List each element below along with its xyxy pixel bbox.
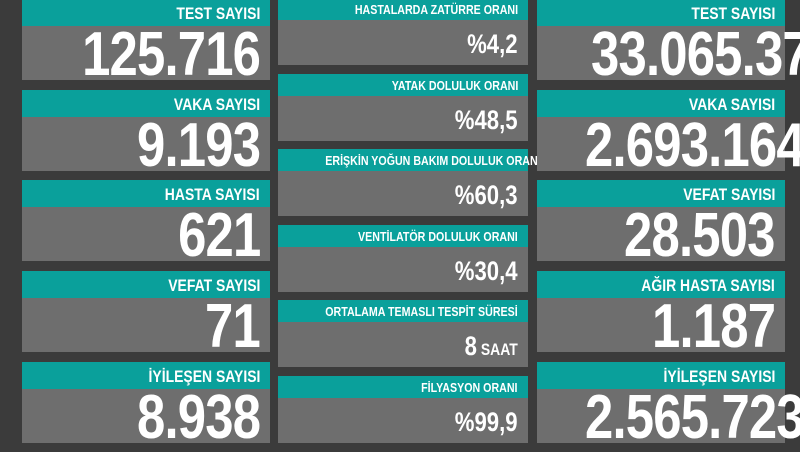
stat-value-box: %48,5 xyxy=(278,95,528,141)
stat-value-wrap: 8 SAAT xyxy=(465,322,518,374)
stat-value-wrap: 71 xyxy=(205,296,261,358)
stat-label-bar: TEST SAYISI xyxy=(537,0,785,26)
stat-value: %99,9 xyxy=(455,406,518,437)
stat-value-box: 33.065.377 xyxy=(537,24,800,86)
stat-value-wrap: 1.187 xyxy=(652,296,776,358)
stat-value-box: 8.938 xyxy=(22,386,270,448)
stat-value-box: %60,3 xyxy=(278,171,528,216)
stat-value-box: 125.716 xyxy=(22,24,270,86)
stat-value-wrap: %48,5 xyxy=(455,96,518,148)
stat-label: VENTİLATÖR DOLULUK ORANI xyxy=(358,228,518,244)
stat-value-box: 2.565.723 xyxy=(537,386,800,448)
stat-value: 71 xyxy=(205,292,261,362)
stat-label: AĞIR HASTA SAYISI xyxy=(641,276,775,296)
stat-label-bar: AĞIR HASTA SAYISI xyxy=(537,271,785,299)
stat-value-box: 621 xyxy=(22,205,270,267)
stat-value: 1.187 xyxy=(651,292,776,362)
rates-card: HASTALARDA ZATÜRRE ORANI %4,2 xyxy=(278,0,528,65)
stat-label-bar: İYİLEŞEN SAYISI xyxy=(22,361,270,389)
rates-card: ORTALAMA TEMASLI TESPİT SÜRESİ 8 SAAT xyxy=(278,300,528,367)
total-card: VAKA SAYISI 2.693.164 xyxy=(537,89,800,176)
stat-label: VEFAT SAYISI xyxy=(167,276,260,296)
stat-value-box: 1.187 xyxy=(537,296,785,358)
stat-label: ORTALAMA TEMASLI TESPİT SÜRESİ xyxy=(325,304,518,319)
stat-value-wrap: 125.716 xyxy=(82,24,261,86)
stat-label-bar: YATAK DOLULUK ORANI xyxy=(278,73,528,96)
stat-unit: SAAT xyxy=(477,340,518,359)
total-card: TEST SAYISI 33.065.377 xyxy=(537,0,800,86)
stat-label: HASTALARDA ZATÜRRE ORANI xyxy=(354,2,518,17)
stat-value-wrap: 9.193 xyxy=(137,114,261,176)
stat-label: İYİLEŞEN SAYISI xyxy=(663,366,775,386)
stat-value-wrap: 33.065.377 xyxy=(591,24,800,86)
stat-value-wrap: 621 xyxy=(178,205,261,267)
stat-value-box: 9.193 xyxy=(22,114,270,176)
stat-value-box: %30,4 xyxy=(278,246,528,292)
stat-value-wrap: %30,4 xyxy=(455,247,518,299)
stat-label-bar: VEFAT SAYISI xyxy=(537,180,785,208)
daily-card: VEFAT SAYISI 71 xyxy=(22,271,270,358)
stat-value: 125.716 xyxy=(81,20,261,89)
stat-value: %48,5 xyxy=(455,104,518,135)
stat-value: 8.938 xyxy=(136,382,261,452)
stat-value: %60,3 xyxy=(455,180,518,210)
stat-label-bar: TEST SAYISI xyxy=(22,0,270,26)
rates-card: ERİŞKİN YOĞUN BAKIM DOLULUK ORANI %60,3 xyxy=(278,149,541,216)
stat-label: VAKA SAYISI xyxy=(688,94,775,114)
stat-value-wrap: %60,3 xyxy=(455,171,518,223)
total-card: AĞIR HASTA SAYISI 1.187 xyxy=(537,271,785,358)
stat-label-bar: VEFAT SAYISI xyxy=(22,271,270,299)
stat-label: VEFAT SAYISI xyxy=(682,185,775,205)
stat-value: %4,2 xyxy=(467,29,518,59)
stat-value-wrap: 2.693.164 xyxy=(585,114,800,176)
stat-value-box: 8 SAAT xyxy=(278,322,528,367)
stat-label: HASTA SAYISI xyxy=(165,185,260,205)
stat-label: FİLYASYON ORANI xyxy=(421,379,518,395)
daily-card: TEST SAYISI 125.716 xyxy=(22,0,270,86)
stat-value-wrap: %4,2 xyxy=(468,20,518,72)
daily-card: İYİLEŞEN SAYISI 8.938 xyxy=(22,361,270,448)
stat-value-box: 71 xyxy=(22,296,270,358)
stat-value: 2.693.164 xyxy=(585,110,800,180)
stat-label-bar: VAKA SAYISI xyxy=(22,89,270,117)
rates-card: YATAK DOLULUK ORANI %48,5 xyxy=(278,73,528,141)
stat-value-wrap: %99,9 xyxy=(455,398,518,450)
stat-value: 33.065.377 xyxy=(591,20,800,89)
rates-card: FİLYASYON ORANI %99,9 xyxy=(278,375,528,443)
stat-value-wrap: 8.938 xyxy=(137,386,261,448)
stat-value: 8 xyxy=(464,331,478,361)
stat-value-box: 2.693.164 xyxy=(537,114,800,176)
stat-label-bar: VENTİLATÖR DOLULUK ORANI xyxy=(278,224,528,247)
stat-label: ERİŞKİN YOĞUN BAKIM DOLULUK ORANI xyxy=(325,153,541,168)
stat-label-bar: HASTALARDA ZATÜRRE ORANI xyxy=(278,0,528,20)
stat-value: 9.193 xyxy=(136,110,261,180)
stat-value-box: %99,9 xyxy=(278,397,528,443)
stat-label: TEST SAYISI xyxy=(176,4,260,23)
stat-value-box: 28.503 xyxy=(537,205,785,267)
stat-label: TEST SAYISI xyxy=(691,4,775,23)
stat-label-bar: İYİLEŞEN SAYISI xyxy=(537,361,785,389)
stat-value-wrap: 2.565.723 xyxy=(585,386,800,448)
stat-label-bar: VAKA SAYISI xyxy=(537,89,785,117)
stat-value: 28.503 xyxy=(624,201,775,271)
stat-label-bar: ORTALAMA TEMASLI TESPİT SÜRESİ xyxy=(278,300,528,322)
stat-value-box: %4,2 xyxy=(278,20,528,65)
stat-label: İYİLEŞEN SAYISI xyxy=(148,366,260,386)
stat-value: %30,4 xyxy=(455,255,518,286)
stat-value: 2.565.723 xyxy=(585,382,800,452)
daily-card: HASTA SAYISI 621 xyxy=(22,180,270,267)
stat-label: YATAK DOLULUK ORANI xyxy=(391,77,518,93)
stat-value-wrap: 28.503 xyxy=(624,205,775,267)
stat-label: VAKA SAYISI xyxy=(173,94,260,114)
stat-label-bar: ERİŞKİN YOĞUN BAKIM DOLULUK ORANI xyxy=(278,149,541,171)
daily-card: VAKA SAYISI 9.193 xyxy=(22,89,270,176)
total-card: İYİLEŞEN SAYISI 2.565.723 xyxy=(537,361,800,448)
stat-label-bar: HASTA SAYISI xyxy=(22,180,270,208)
stat-label-bar: FİLYASYON ORANI xyxy=(278,375,528,398)
rates-card: VENTİLATÖR DOLULUK ORANI %30,4 xyxy=(278,224,528,292)
total-card: VEFAT SAYISI 28.503 xyxy=(537,180,785,267)
stat-value: 621 xyxy=(177,201,261,271)
